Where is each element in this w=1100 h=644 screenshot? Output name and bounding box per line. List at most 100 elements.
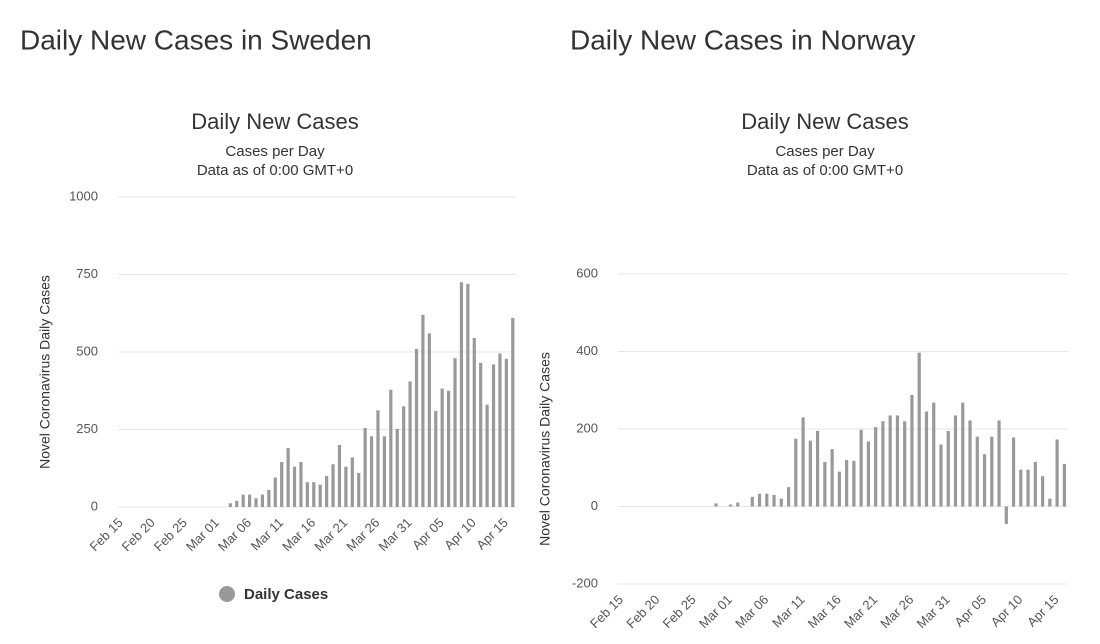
bar	[389, 389, 393, 507]
x-tick-label: Apr 15	[1024, 592, 1062, 630]
y-tick-label: 750	[76, 266, 98, 281]
bar	[1011, 437, 1016, 507]
bar	[247, 494, 252, 507]
x-tick-label: Mar 31	[914, 592, 953, 631]
bar	[260, 494, 265, 507]
y-tick-label: 500	[76, 343, 98, 358]
bar	[1026, 469, 1030, 507]
bar	[414, 348, 419, 507]
bar	[395, 428, 399, 507]
bar	[917, 352, 921, 507]
y-tick-label: 250	[76, 421, 98, 436]
bar	[786, 487, 791, 507]
bar	[837, 471, 841, 507]
x-tick-label: Mar 06	[732, 592, 771, 631]
bar	[815, 430, 820, 507]
bar	[859, 429, 863, 507]
bar	[953, 415, 958, 507]
bar	[946, 430, 950, 507]
bar	[895, 415, 900, 507]
bar	[446, 390, 451, 507]
bar	[794, 438, 798, 507]
x-tick-label: Feb 20	[623, 592, 662, 631]
bar	[286, 448, 290, 507]
y-tick-label: 600	[576, 265, 598, 280]
bar	[369, 436, 374, 507]
x-tick-label: Mar 21	[841, 592, 880, 631]
bar	[779, 498, 783, 507]
x-tick-label: Mar 31	[375, 515, 414, 554]
y-axis-label: Novel Coronavirus Daily Cases	[37, 275, 53, 469]
bar	[808, 440, 812, 507]
x-tick-label: Mar 26	[877, 592, 916, 631]
bar	[453, 358, 457, 507]
bar	[305, 482, 309, 507]
x-tick-label: Apr 10	[988, 592, 1026, 630]
bar	[801, 417, 805, 507]
bar	[402, 406, 406, 507]
bar	[421, 314, 425, 507]
bar	[1048, 498, 1052, 507]
x-tick-label: Mar 01	[696, 592, 735, 631]
bar	[273, 477, 277, 507]
y-tick-label: 400	[576, 343, 598, 358]
x-tick-label: Apr 05	[409, 515, 447, 553]
bar	[932, 402, 936, 507]
bar	[312, 482, 316, 507]
bar	[235, 500, 239, 507]
bar	[408, 381, 412, 507]
bar	[1040, 476, 1045, 507]
x-tick-label: Mar 01	[183, 515, 222, 554]
bar	[772, 494, 776, 507]
bar	[331, 464, 335, 507]
bar	[866, 441, 871, 507]
bar	[363, 427, 367, 507]
bar	[485, 404, 489, 507]
x-tick-label: Mar 06	[215, 515, 254, 554]
bar	[292, 466, 297, 507]
x-tick-label: Apr 15	[473, 515, 511, 553]
bar	[714, 503, 718, 507]
bar	[852, 460, 856, 507]
bar	[511, 317, 515, 507]
y-tick-label: -200	[572, 575, 598, 590]
bar	[757, 493, 762, 507]
x-tick-label: Feb 25	[660, 592, 699, 631]
bar	[874, 427, 878, 507]
page-title: Daily New Cases in Sweden	[20, 24, 372, 55]
legend-marker	[219, 586, 235, 602]
bar	[434, 410, 438, 507]
x-tick-label: Apr 05	[951, 592, 989, 630]
x-tick-label: Mar 26	[343, 515, 382, 554]
bar	[990, 436, 994, 507]
bar	[504, 358, 508, 507]
bar	[924, 411, 929, 507]
bar	[344, 466, 348, 507]
bar	[903, 421, 907, 507]
bar	[491, 364, 496, 507]
chart-title: Daily New Cases	[741, 109, 909, 134]
bar	[267, 489, 271, 507]
bar	[440, 388, 444, 507]
bar	[1062, 463, 1066, 507]
bar	[982, 454, 987, 507]
bar	[939, 444, 943, 507]
bar	[299, 462, 303, 507]
legend-label: Daily Cases	[244, 586, 328, 603]
chart-title: Daily New Cases	[191, 109, 359, 134]
page-title: Daily New Cases in Norway	[570, 24, 915, 55]
bar	[325, 476, 329, 507]
bar	[830, 449, 834, 507]
x-tick-label: Mar 11	[769, 592, 808, 631]
bar	[427, 333, 431, 507]
bar	[845, 460, 849, 507]
bar	[961, 402, 965, 507]
y-axis-label: Novel Coronavirus Daily Cases	[537, 352, 553, 546]
bar	[466, 283, 470, 507]
bar	[968, 420, 972, 507]
y-tick-label: 0	[91, 498, 98, 513]
bar	[1055, 439, 1059, 507]
bar	[498, 353, 502, 507]
